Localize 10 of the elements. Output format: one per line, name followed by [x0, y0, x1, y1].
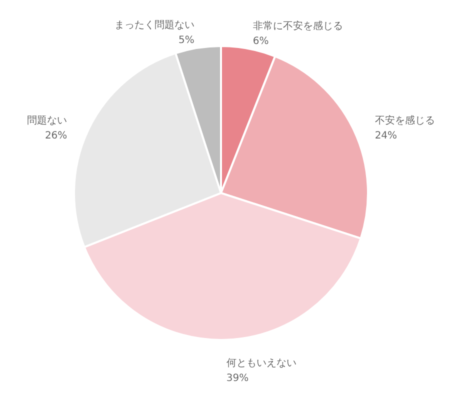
slice-label: 非常に不安を感じる — [252, 20, 343, 32]
slice-label: まったく問題ない — [114, 20, 194, 32]
data-label: 6% — [252, 36, 269, 48]
slice-label: 問題ない — [27, 116, 68, 127]
data-label: 24% — [374, 130, 398, 142]
data-label: 26% — [44, 130, 68, 142]
slice-label: 不安を感じる — [374, 114, 435, 127]
data-label: 5% — [178, 35, 194, 46]
slice-label: 何ともいえない — [226, 358, 296, 369]
data-label: 39% — [226, 372, 249, 384]
